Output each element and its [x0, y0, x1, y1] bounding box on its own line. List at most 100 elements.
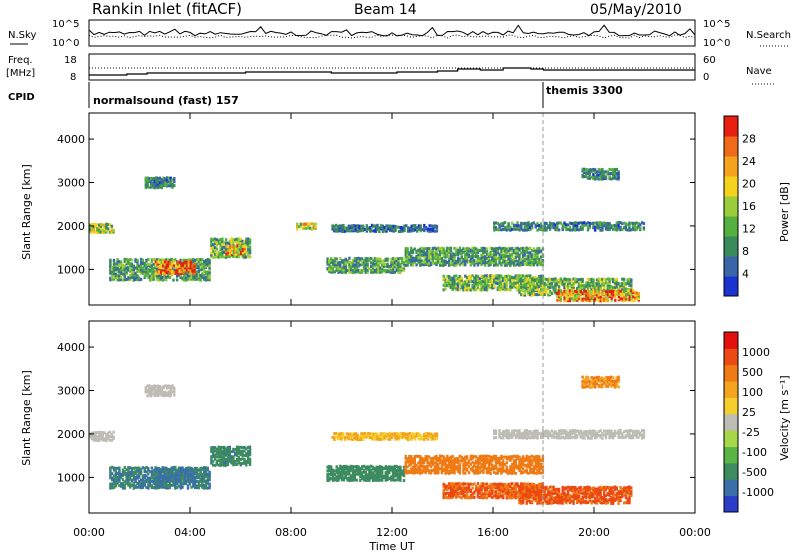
echo-cell: [525, 274, 528, 278]
echo-cell: [451, 280, 454, 284]
echo-cell: [163, 276, 166, 280]
echo-cell: [348, 472, 351, 476]
echo-cell: [518, 283, 521, 287]
echo-cell: [419, 463, 422, 467]
echo-cell: [518, 228, 521, 232]
echo-cell: [145, 465, 148, 469]
echo-cell: [502, 253, 505, 257]
echo-cell: [570, 284, 573, 288]
echo-cell: [232, 245, 236, 249]
echo-cell: [406, 226, 410, 230]
echo-cell: [386, 265, 389, 269]
echo-cell: [330, 270, 333, 274]
echo-cell: [173, 177, 176, 180]
echo-cell: [399, 435, 403, 439]
echo-cell: [384, 465, 387, 469]
echo-cell: [480, 246, 483, 250]
echo-cell: [114, 262, 117, 266]
echo-cell: [223, 453, 226, 457]
echo-cell: [498, 459, 501, 463]
echo-cell: [570, 228, 573, 232]
echo-cell: [603, 277, 606, 281]
echo-cell: [330, 265, 333, 269]
echo-cell: [248, 248, 252, 252]
echo-cell: [476, 467, 480, 471]
echo-cell: [136, 485, 139, 489]
echo-cell: [518, 224, 521, 228]
echo-cell: [419, 437, 422, 441]
echo-cell: [412, 434, 415, 438]
echo-cell: [484, 247, 487, 251]
echo-cell: [570, 291, 573, 295]
echo-cell: [586, 172, 590, 175]
echo-cell: [132, 466, 135, 470]
echo-cell: [442, 251, 445, 255]
echo-cell: [331, 474, 335, 478]
echo-cell: [462, 282, 465, 286]
echo-cell: [145, 258, 148, 262]
echo-cell: [228, 459, 231, 463]
echo-cell: [143, 264, 146, 268]
echo-cell: [563, 291, 566, 295]
echo-cell: [143, 268, 146, 272]
echo-cell: [337, 467, 340, 471]
echo-cell: [577, 288, 581, 292]
echo-cell: [467, 247, 471, 251]
echo-cell: [395, 471, 398, 475]
echo-cell: [442, 276, 445, 280]
echo-cell: [583, 169, 586, 173]
echo-cell: [500, 255, 503, 259]
echo-cell: [120, 268, 123, 272]
echo-cell: [399, 262, 402, 266]
echo-cell: [165, 176, 169, 180]
echo-cell: [385, 432, 388, 436]
echo-cell: [595, 226, 599, 230]
echo-cell: [424, 247, 427, 251]
echo-cell: [619, 297, 622, 301]
echo-cell: [165, 393, 169, 397]
echo-cell: [105, 228, 108, 232]
echo-cell: [502, 224, 505, 228]
echo-cell: [462, 471, 465, 475]
echo-cell: [203, 472, 206, 476]
echo-cell: [234, 247, 237, 251]
echo-cell: [195, 484, 199, 488]
echo-cell: [147, 468, 150, 472]
echo-cell: [243, 246, 247, 250]
echo-cell: [120, 266, 123, 270]
echo-cell: [617, 224, 620, 227]
echo-cell: [171, 470, 174, 474]
echo-cell: [494, 471, 498, 475]
echo-cell: [162, 470, 165, 474]
echo-cell: [530, 291, 534, 295]
echo-cell: [594, 225, 597, 229]
echo-cell: [149, 387, 153, 391]
echo-cell: [357, 256, 360, 260]
echo-cell: [359, 472, 362, 476]
echo-cell: [520, 284, 523, 287]
echo-cell: [219, 241, 222, 245]
echo-cell: [213, 242, 217, 246]
echo-cell: [480, 279, 483, 283]
echo-cell: [340, 259, 344, 263]
echo-cell: [417, 227, 421, 231]
echo-cell: [123, 486, 126, 490]
echo-cell: [130, 483, 134, 487]
echo-cell: [462, 261, 465, 265]
echo-cell: [391, 265, 395, 269]
echo-cell: [118, 274, 121, 277]
echo-cell: [604, 278, 608, 282]
echo-cell: [157, 482, 161, 486]
echo-cell: [426, 466, 429, 470]
echo-cell: [408, 455, 411, 458]
echo-cell: [386, 478, 389, 481]
echo-cell: [390, 261, 393, 264]
echo-cell: [212, 247, 215, 250]
echo-cell: [364, 472, 367, 476]
echo-cell: [543, 277, 546, 281]
echo-cell: [545, 222, 548, 225]
echo-cell: [296, 224, 299, 228]
echo-cell: [215, 452, 219, 455]
echo-cell: [615, 277, 618, 281]
echo-cell: [484, 466, 487, 470]
